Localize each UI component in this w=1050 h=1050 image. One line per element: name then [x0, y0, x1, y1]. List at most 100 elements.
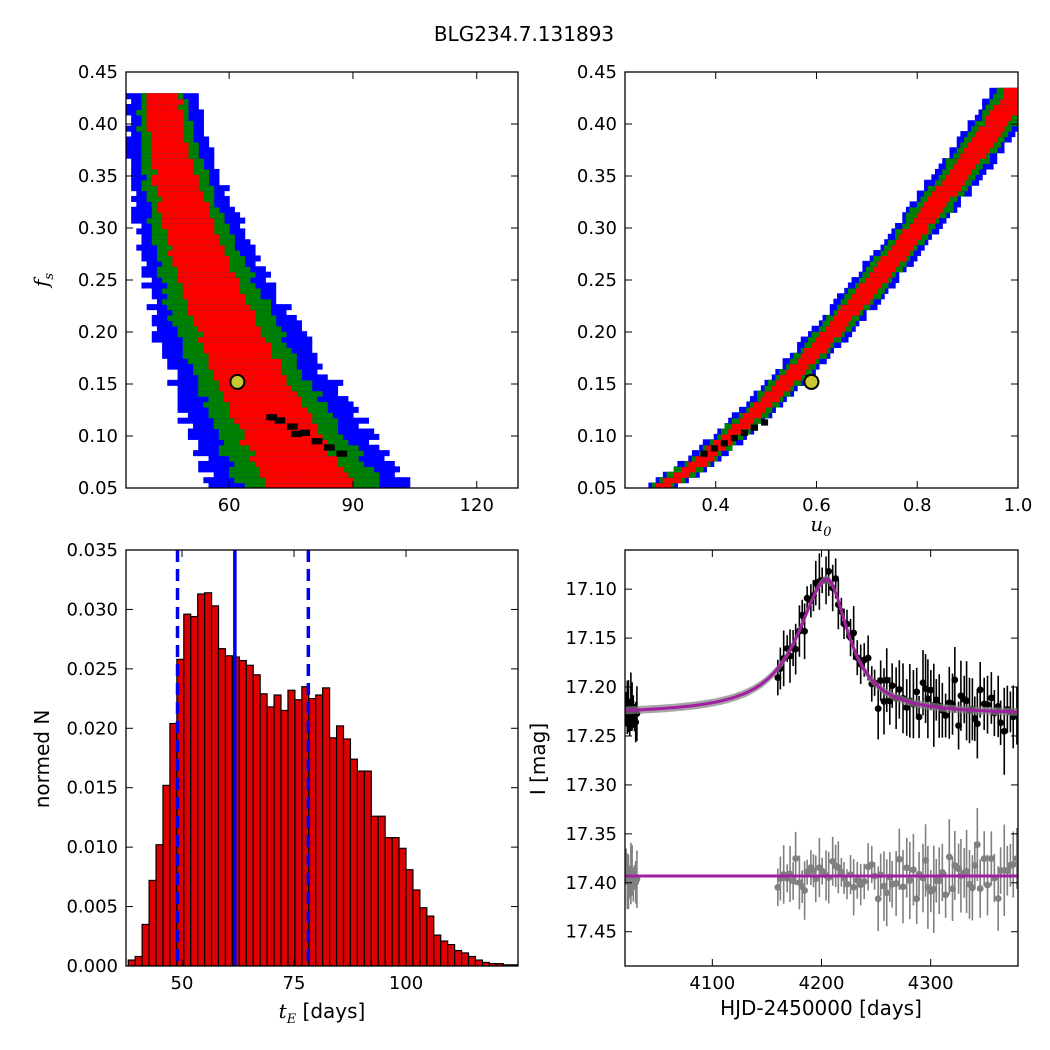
heatmap-cell-blue	[811, 325, 816, 332]
heatmap-cell-red	[249, 352, 256, 359]
heatmap-cell-red	[162, 185, 168, 192]
heatmap-cell-green	[866, 304, 871, 311]
heatmap-cell-red	[291, 471, 297, 478]
heatmap-cell-blue	[270, 298, 277, 305]
heatmap-cell-red	[249, 396, 256, 403]
heatmap-cell-red	[731, 423, 737, 430]
heatmap-cell-green	[167, 298, 174, 305]
heatmap-cell-red	[337, 471, 344, 478]
heatmap-cell-red	[172, 141, 179, 148]
heatmap-cell-green	[280, 358, 287, 365]
heatmap-cell-red	[270, 406, 277, 413]
heatmap-cell-green	[239, 471, 246, 478]
heatmap-cell-red	[280, 482, 287, 488]
heatmap-cell-red	[301, 444, 308, 451]
heatmap-cell-red	[239, 417, 246, 424]
heatmap-cell-red	[855, 293, 860, 300]
heatmap-cell-green	[182, 104, 189, 111]
heatmap-cell-green	[332, 450, 339, 457]
heatmap-cell-red	[265, 341, 272, 348]
heatmap-cell-red	[811, 352, 816, 359]
heatmap-cell-green	[327, 450, 333, 457]
heatmap-cell-blue	[778, 401, 784, 408]
heatmap-cell-red	[208, 271, 215, 278]
heatmap-cell-red	[837, 325, 842, 332]
heatmap-cell-red	[172, 190, 179, 197]
heatmap-cell-red	[213, 304, 220, 311]
heatmap-cell-blue	[218, 185, 225, 192]
heatmap-cell-red	[177, 120, 184, 127]
heatmap-cell-red	[198, 309, 204, 316]
heatmap-cell-green	[177, 314, 184, 321]
heatmap-cell-red	[213, 266, 220, 273]
heatmap-cell-blue	[136, 244, 143, 251]
heatmap-cell-red	[224, 379, 230, 386]
heatmap-cell-red	[224, 352, 230, 359]
heatmap-cell-red	[198, 228, 204, 235]
heatmap-cell-blue	[213, 433, 220, 440]
heatmap-cell-blue	[280, 304, 287, 311]
heatmap-cell-red	[218, 250, 225, 257]
heatmap-cell-red	[224, 320, 230, 327]
heatmap-cell-blue	[156, 320, 163, 327]
heatmap-cell-red	[208, 239, 215, 246]
heatmap-cell-green	[172, 293, 179, 300]
heatmap-cell-red	[151, 174, 158, 181]
heatmap-cell-blue	[203, 412, 210, 419]
heatmap-cell-green	[260, 314, 266, 321]
heatmap-cell-green	[739, 412, 744, 419]
heatmap-cell-red	[851, 293, 856, 300]
heatmap-cell-red	[322, 477, 328, 484]
heatmap-cell-blue	[347, 428, 354, 435]
heatmap-cell-green	[797, 352, 802, 359]
heatmap-cell-red	[254, 374, 261, 381]
heatmap-cell-red	[311, 450, 318, 457]
heatmap-cell-blue	[342, 401, 349, 408]
heatmap-cell-red	[187, 174, 194, 181]
heatmap-cell-red	[249, 406, 256, 413]
heatmap-cell-red	[218, 341, 225, 348]
heatmap-cell-blue	[162, 336, 168, 343]
heatmap-cell-red	[691, 460, 697, 467]
heatmap-cell-red	[265, 466, 272, 473]
heatmap-cell-blue	[347, 406, 354, 413]
heatmap-cell-green	[203, 185, 210, 192]
heatmap-cell-red	[177, 168, 184, 175]
heatmap-cell-red	[187, 168, 194, 175]
heatmap-cell-red	[840, 309, 845, 316]
heatmap-cell-blue	[746, 401, 751, 408]
heatmap-cell-red	[280, 433, 287, 440]
heatmap-cell-green	[162, 271, 168, 278]
heatmap-cell-green	[306, 390, 313, 397]
heatmap-cell-green	[218, 228, 225, 235]
heatmap-cell-green	[177, 287, 184, 294]
heatmap-cell-green	[218, 217, 225, 224]
heatmap-cell-red	[270, 433, 277, 440]
heatmap-cell-red	[296, 466, 302, 473]
heatmap-cell-red	[177, 239, 184, 246]
heatmap-cell-red	[270, 455, 277, 462]
heatmap-cell-green	[198, 341, 204, 348]
heatmap-cell-green	[218, 450, 225, 457]
heatmap-cell-red	[182, 174, 189, 181]
heatmap-cell-red	[167, 120, 174, 127]
heatmap-cell-red	[811, 341, 816, 348]
heatmap-cell-blue	[677, 460, 682, 467]
heatmap-cell-red	[198, 260, 204, 267]
heatmap-cell-green	[229, 244, 235, 251]
heatmap-cell-red	[347, 477, 354, 484]
heatmap-cell-blue	[141, 244, 148, 251]
heatmap-cell-red	[151, 109, 158, 116]
heatmap-cell-green	[193, 358, 199, 365]
heatmap-cell-blue	[332, 385, 339, 392]
heatmap-cell-red	[742, 417, 747, 424]
heatmap-cell-green	[218, 401, 225, 408]
heatmap-cell-green	[229, 439, 235, 446]
heatmap-cell-green	[229, 471, 235, 478]
heatmap-cell-green	[822, 325, 827, 332]
heatmap-cell-green	[244, 460, 251, 467]
heatmap-cell-red	[198, 233, 204, 240]
heatmap-cell-red	[815, 347, 820, 354]
heatmap-cell-green	[786, 390, 791, 397]
heatmap-cell-blue	[270, 304, 277, 311]
